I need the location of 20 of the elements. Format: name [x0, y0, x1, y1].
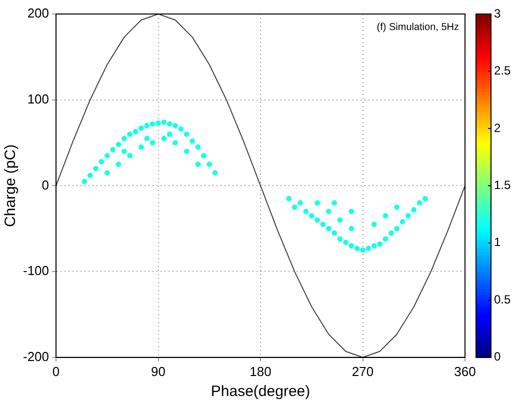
y-tick-label: 100	[27, 91, 50, 106]
x-tick-label: 360	[454, 364, 476, 379]
color-bar-label: 3	[494, 6, 501, 20]
x-tick-label: 270	[352, 364, 374, 379]
x-tick-label: 90	[151, 364, 166, 379]
y-tick-label: -100	[22, 263, 50, 278]
color-bar-label: 1.5	[494, 178, 512, 192]
color-bar-label: 2.5	[494, 64, 512, 78]
y-tick-label: -200	[22, 348, 50, 364]
y-tick-label: 0	[42, 177, 50, 192]
color-bar-label: 0.5	[494, 292, 512, 306]
x-tick-label: 180	[250, 364, 272, 379]
color-bar-label: 1	[494, 235, 501, 250]
y-tick-label: 200	[27, 6, 50, 21]
x-tick-label: 0	[52, 364, 60, 379]
color-bar-label: 0	[494, 350, 501, 364]
annotation: (f) Simulation, 5Hz	[376, 22, 459, 33]
y-axis-title: Charge (pC)	[2, 144, 20, 227]
x-axis-title: Phase(degree)	[210, 383, 310, 400]
color-bar-label: 2	[494, 120, 501, 135]
